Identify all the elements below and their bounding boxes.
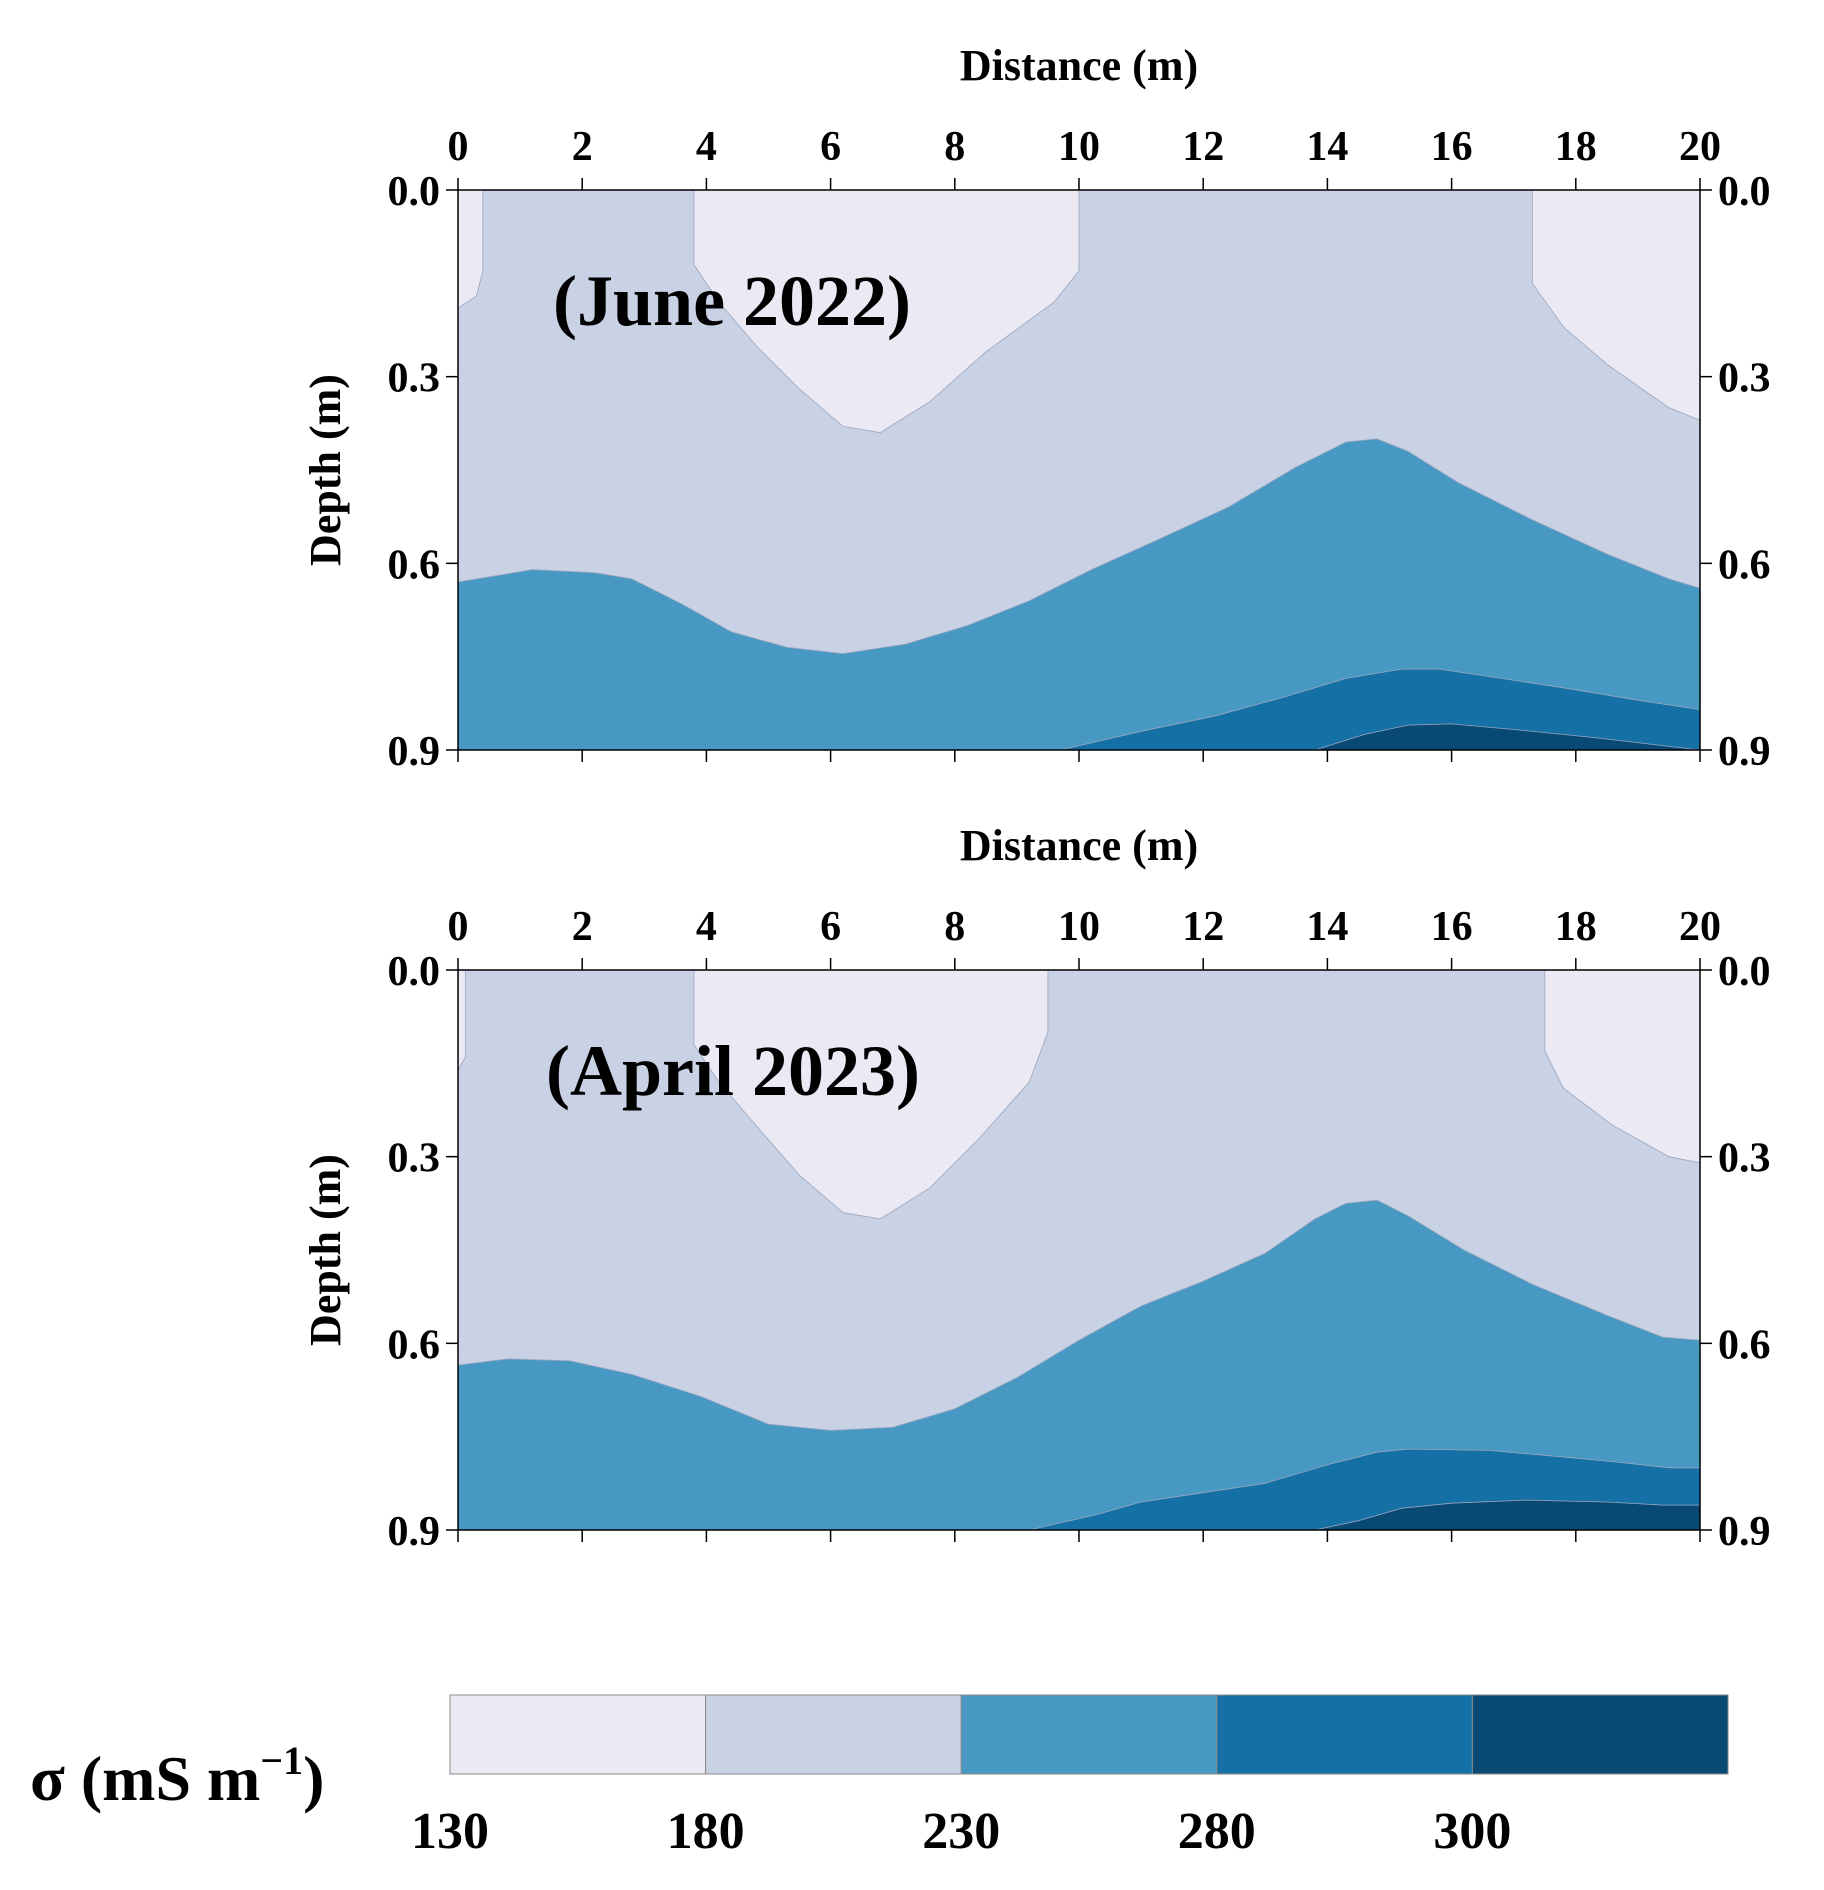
x-axis-label: Distance (m) — [960, 41, 1198, 90]
panel-april-2023: 0 2 4 6 8 10 12 14 16 18 200.0 0.00.3 0.30.6 0.60.9 0.… — [301, 821, 1771, 1555]
panel-label: (April 2023) — [546, 1031, 920, 1111]
x-tick-label: 12 — [1182, 904, 1224, 950]
colorbar-swatch-3 — [1216, 1694, 1473, 1775]
y-tick-label-right: 0.9 — [1718, 1509, 1771, 1555]
y-tick-label-right: 0.0 — [1718, 949, 1771, 995]
x-tick-label: 18 — [1555, 904, 1597, 950]
y-tick-label-left: 0.9 — [388, 1509, 441, 1555]
contour-region-1 — [693, 189, 1080, 434]
y-axis-label: Depth (m) — [301, 374, 350, 566]
y-tick-label-left: 0.3 — [388, 356, 441, 402]
contour-region-3 — [457, 1199, 1701, 1531]
contour-region-1 — [693, 969, 1049, 1220]
x-axis-label: Distance (m) — [960, 821, 1198, 870]
contour-regions — [457, 189, 1701, 751]
y-axis-label: Depth (m) — [301, 1154, 350, 1346]
colorbar-tick-label: 280 — [1178, 1803, 1256, 1860]
x-tick-label: 4 — [696, 904, 717, 950]
axis-ticks: 0 2 4 6 8 10 12 14 16 18 200.0 0.00.3 0.30.6 0.60.9 0.… — [388, 904, 1771, 1555]
y-tick-label-right: 0.6 — [1718, 542, 1771, 588]
colorbar-title: σ (mS m−1) — [30, 1738, 324, 1814]
contour-regions — [457, 969, 1701, 1531]
x-tick-label: 20 — [1679, 124, 1721, 170]
x-tick-label: 8 — [944, 904, 965, 950]
y-tick-label-right: 0.3 — [1718, 1136, 1771, 1182]
colorbar-swatch-1 — [705, 1694, 962, 1775]
y-tick-label-right: 0.0 — [1718, 169, 1771, 215]
y-tick-label-left: 0.0 — [388, 169, 441, 215]
colorbar-title-end: ) — [303, 1743, 324, 1814]
y-tick-label-right: 0.6 — [1718, 1322, 1771, 1368]
colorbar-swatches — [449, 1694, 1729, 1775]
x-tick-label: 16 — [1431, 904, 1473, 950]
x-tick-label: 0 — [448, 904, 469, 950]
colorbar-tick-label: 230 — [922, 1803, 1000, 1860]
x-tick-label: 10 — [1058, 124, 1100, 170]
x-tick-label: 8 — [944, 124, 965, 170]
contour-region-0 — [457, 969, 466, 1072]
colorbar-tick-labels: 130 180 230 280 300 — [411, 1803, 1511, 1860]
x-tick-label: 2 — [572, 904, 593, 950]
x-tick-label: 0 — [448, 124, 469, 170]
y-tick-label-right: 0.9 — [1718, 729, 1771, 775]
x-tick-label: 2 — [572, 124, 593, 170]
colorbar-swatch-4 — [1471, 1694, 1729, 1775]
y-tick-label-left: 0.6 — [388, 542, 441, 588]
axis-ticks: 0 2 4 6 8 10 12 14 16 18 200.0 0.00.3 0.30.6 0.60.9 0.… — [388, 124, 1771, 775]
x-tick-label: 10 — [1058, 904, 1100, 950]
x-tick-label: 14 — [1306, 904, 1348, 950]
y-tick-label-left: 0.9 — [388, 729, 441, 775]
x-tick-label: 6 — [820, 124, 841, 170]
y-tick-label-left: 0.6 — [388, 1322, 441, 1368]
x-tick-label: 14 — [1306, 124, 1348, 170]
colorbar-title-main: σ (mS m — [30, 1743, 260, 1814]
x-tick-label: 20 — [1679, 904, 1721, 950]
x-tick-label: 16 — [1431, 124, 1473, 170]
colorbar-swatch-0 — [449, 1694, 707, 1775]
panel-label: (June 2022) — [553, 261, 911, 341]
x-tick-label: 12 — [1182, 124, 1224, 170]
y-tick-label-left: 0.3 — [388, 1136, 441, 1182]
x-tick-label: 4 — [696, 124, 717, 170]
colorbar: 130 180 230 280 300 σ (mS m−1) — [30, 1694, 1729, 1860]
x-tick-label: 6 — [820, 904, 841, 950]
colorbar-title-sup: −1 — [260, 1738, 303, 1783]
y-tick-label-left: 0.0 — [388, 949, 441, 995]
contour-region-5 — [1314, 723, 1701, 751]
x-tick-label: 18 — [1555, 124, 1597, 170]
colorbar-tick-label: 130 — [411, 1803, 489, 1860]
colorbar-tick-label: 180 — [667, 1803, 745, 1860]
y-tick-label-right: 0.3 — [1718, 356, 1771, 402]
colorbar-tick-label: 300 — [1433, 1803, 1511, 1860]
panel-june-2022: 0 2 4 6 8 10 12 14 16 18 200.0 0.00.3 0.30.6 0.60.9 0.… — [301, 41, 1771, 775]
colorbar-swatch-2 — [960, 1694, 1218, 1775]
